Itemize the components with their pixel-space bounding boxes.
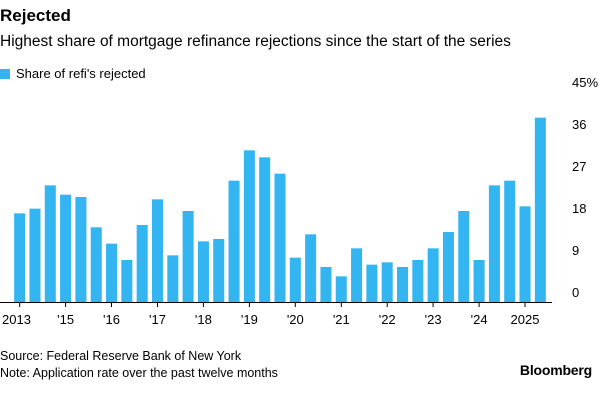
bar xyxy=(427,248,439,302)
bar xyxy=(106,243,118,302)
bar xyxy=(75,197,87,302)
bar xyxy=(44,185,56,302)
bar xyxy=(182,211,194,302)
bar xyxy=(519,206,531,302)
chart-title: Rejected xyxy=(0,6,71,25)
bar xyxy=(228,180,240,302)
y-tick-label: 45% xyxy=(572,75,598,90)
bar xyxy=(320,267,332,302)
source-note: Source: Federal Reserve Bank of New York xyxy=(0,349,242,363)
bar-chart: 45% 36 27 18 9 0 2013 '15 '16 '17 '18 '19 '20 '21 '22 '… xyxy=(0,75,598,327)
x-tick-label: '24 xyxy=(471,312,488,327)
x-tick-label: '16 xyxy=(103,312,120,327)
y-tick-label: 0 xyxy=(572,285,579,300)
bar xyxy=(488,185,500,302)
bar xyxy=(259,157,271,302)
bar xyxy=(473,260,485,302)
bar xyxy=(243,150,255,302)
bar xyxy=(397,267,409,302)
bar xyxy=(213,239,225,302)
bar xyxy=(90,227,102,302)
y-tick-label: 18 xyxy=(572,201,586,216)
x-tick-label: '23 xyxy=(425,312,442,327)
bar xyxy=(458,211,470,302)
bar xyxy=(14,213,26,302)
bar xyxy=(60,194,72,302)
y-tick-label: 27 xyxy=(572,159,586,174)
bar xyxy=(136,225,148,302)
bar xyxy=(381,262,393,302)
chart-legend: Share of refi's rejected xyxy=(0,66,146,81)
x-tick-label: '22 xyxy=(379,312,396,327)
bar xyxy=(197,241,209,302)
bar xyxy=(305,234,317,302)
bar xyxy=(274,173,286,302)
bar xyxy=(151,199,163,302)
bar xyxy=(412,260,424,302)
bar xyxy=(289,257,301,302)
chart-subtitle: Highest share of mortgage refinance reje… xyxy=(0,33,511,50)
bar xyxy=(366,264,378,302)
bar xyxy=(504,180,516,302)
bar xyxy=(351,248,363,302)
bar xyxy=(442,232,454,302)
bar xyxy=(534,117,546,302)
x-tick-label: '15 xyxy=(57,312,74,327)
x-tick-label: '18 xyxy=(195,312,212,327)
bar xyxy=(29,208,41,302)
x-tick-label: '21 xyxy=(333,312,350,327)
legend-swatch xyxy=(0,68,10,79)
y-tick-label: 9 xyxy=(572,243,579,258)
y-tick-label: 36 xyxy=(572,117,586,132)
x-tick-label: '19 xyxy=(241,312,258,327)
bar xyxy=(335,276,347,302)
legend-label: Share of refi's rejected xyxy=(16,66,146,81)
x-tick-label: 2025 xyxy=(511,312,540,327)
footnote: Note: Application rate over the past twe… xyxy=(0,366,278,380)
x-tick-label: '20 xyxy=(287,312,304,327)
x-tick-label: '17 xyxy=(149,312,166,327)
bar xyxy=(121,260,133,302)
bar xyxy=(167,255,179,302)
brand-logo: Bloomberg xyxy=(519,362,592,378)
x-tick-label: 2013 xyxy=(2,312,31,327)
